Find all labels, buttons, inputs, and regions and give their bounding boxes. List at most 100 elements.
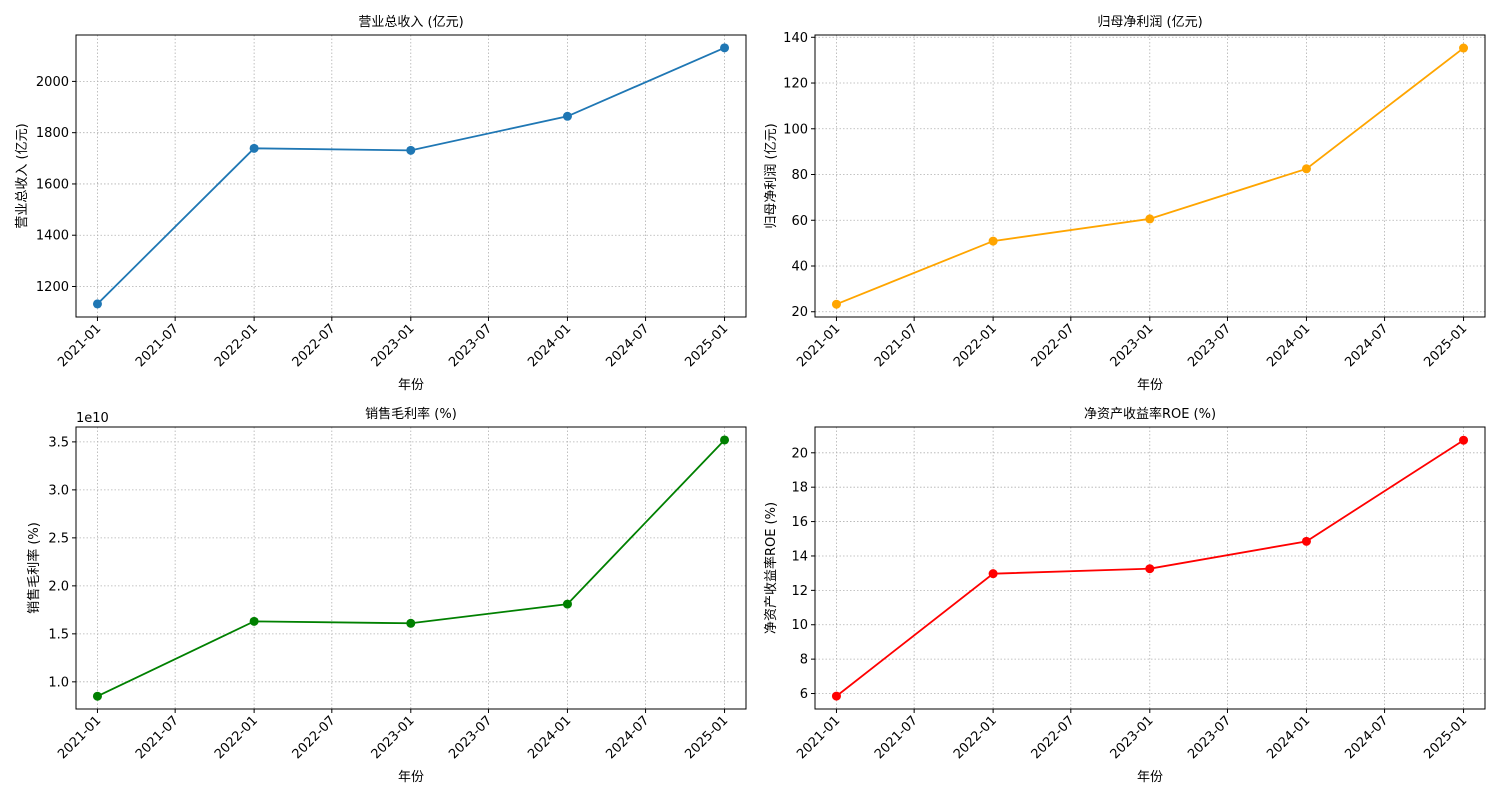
x-tick-label: 2023-07 bbox=[446, 321, 495, 370]
data-point bbox=[1145, 214, 1155, 224]
y-tick-label: 120 bbox=[783, 77, 808, 92]
data-point bbox=[406, 145, 416, 155]
x-tick-label: 2021-01 bbox=[55, 321, 104, 370]
x-axis-label: 年份 bbox=[1137, 770, 1163, 785]
data-point bbox=[1301, 164, 1311, 174]
x-tick-label: 2025-01 bbox=[682, 713, 731, 762]
data-point bbox=[562, 111, 572, 121]
x-tick-label: 2022-07 bbox=[1029, 321, 1078, 370]
y-axis-label: 净资产收益率ROE (%) bbox=[763, 502, 779, 634]
y-tick-label: 2000 bbox=[36, 75, 69, 90]
y-tick-label: 1400 bbox=[36, 229, 69, 244]
y-axis-label: 销售毛利率 (%) bbox=[26, 522, 42, 614]
data-point bbox=[720, 435, 730, 445]
y-tick-label: 3.0 bbox=[48, 483, 69, 498]
x-axis-label: 年份 bbox=[398, 378, 424, 393]
x-tick-label: 2021-01 bbox=[55, 713, 104, 762]
y-tick-label: 1600 bbox=[36, 177, 69, 192]
y-tick-label: 1.0 bbox=[48, 675, 69, 690]
y-tick-label: 60 bbox=[791, 214, 808, 229]
data-point bbox=[92, 691, 102, 701]
data-point bbox=[831, 691, 841, 701]
data-point bbox=[831, 299, 841, 309]
y-tick-label: 10 bbox=[791, 618, 808, 633]
y-tick-label: 1.5 bbox=[48, 627, 69, 642]
data-point bbox=[562, 599, 572, 609]
data-point bbox=[1301, 536, 1311, 546]
x-tick-label: 2023-07 bbox=[446, 713, 495, 762]
y-tick-label: 20 bbox=[791, 305, 808, 320]
chart-panel-1: 2021-01 2021-07 2022-01 2022-07 2023-01 2023-… bbox=[15, 15, 747, 393]
x-tick-label: 2022-01 bbox=[212, 713, 261, 762]
x-tick-label: 2025-01 bbox=[1421, 321, 1470, 370]
x-tick-label: 2025-01 bbox=[682, 321, 731, 370]
data-point bbox=[988, 569, 998, 579]
chart-panel-4: 2021-01 2021-07 2022-01 2022-07 2023-01 2023-… bbox=[763, 406, 1486, 785]
y-tick-label: 8 bbox=[800, 653, 808, 668]
x-tick-label: 2022-01 bbox=[951, 321, 1000, 370]
y-axis-label: 营业总收入 (亿元) bbox=[15, 123, 30, 228]
y-tick-label: 1200 bbox=[36, 280, 69, 295]
y-tick-label: 2.5 bbox=[48, 531, 69, 546]
x-tick-label: 2025-01 bbox=[1421, 713, 1470, 762]
x-tick-label: 2024-01 bbox=[525, 713, 574, 762]
x-tick-label: 2022-01 bbox=[951, 713, 1000, 762]
y-offset-label: 1e10 bbox=[76, 411, 109, 426]
data-point bbox=[720, 43, 730, 53]
x-tick-label: 2023-01 bbox=[1108, 321, 1157, 370]
y-tick-label: 140 bbox=[783, 31, 808, 46]
x-tick-label: 2022-01 bbox=[212, 321, 261, 370]
y-tick-label: 80 bbox=[791, 168, 808, 183]
y-tick-label: 12 bbox=[791, 584, 808, 599]
data-point bbox=[249, 143, 259, 153]
x-tick-label: 2022-07 bbox=[1029, 713, 1078, 762]
x-tick-label: 2023-07 bbox=[1185, 321, 1234, 370]
x-tick-label: 2021-07 bbox=[872, 321, 921, 370]
y-tick-label: 1800 bbox=[36, 126, 69, 141]
y-tick-label: 18 bbox=[791, 481, 808, 496]
y-tick-label: 40 bbox=[791, 259, 808, 274]
x-tick-label: 2021-01 bbox=[794, 713, 843, 762]
x-tick-label: 2021-07 bbox=[872, 713, 921, 762]
data-point bbox=[1459, 435, 1469, 445]
chart-title: 营业总收入 (亿元) bbox=[358, 15, 463, 30]
data-point bbox=[1145, 564, 1155, 574]
x-axis-label: 年份 bbox=[398, 770, 424, 785]
data-point bbox=[92, 299, 102, 309]
x-tick-label: 2024-01 bbox=[525, 321, 574, 370]
chart-title: 净资产收益率ROE (%) bbox=[1084, 406, 1216, 422]
x-tick-label: 2024-07 bbox=[1342, 713, 1391, 762]
chart-panel-3: 2021-01 2021-07 2022-01 2022-07 2023-01 2023-… bbox=[26, 406, 747, 785]
x-tick-label: 2023-07 bbox=[1185, 713, 1234, 762]
y-tick-label: 2.0 bbox=[48, 579, 69, 594]
y-tick-label: 14 bbox=[791, 549, 808, 564]
x-axis-label: 年份 bbox=[1137, 378, 1163, 393]
x-tick-label: 2023-01 bbox=[369, 321, 418, 370]
x-tick-label: 2023-01 bbox=[1108, 713, 1157, 762]
x-tick-label: 2021-07 bbox=[133, 713, 182, 762]
y-tick-label: 20 bbox=[791, 446, 808, 461]
chart-title: 销售毛利率 (%) bbox=[365, 406, 457, 422]
x-tick-label: 2024-07 bbox=[1342, 321, 1391, 370]
x-tick-label: 2024-07 bbox=[603, 321, 652, 370]
x-tick-label: 2024-07 bbox=[603, 713, 652, 762]
x-tick-label: 2021-01 bbox=[794, 321, 843, 370]
data-point bbox=[988, 236, 998, 246]
x-tick-label: 2024-01 bbox=[1264, 713, 1313, 762]
y-tick-label: 6 bbox=[800, 687, 808, 702]
chart-panel-2: 2021-01 2021-07 2022-01 2022-07 2023-01 2023-… bbox=[764, 15, 1486, 393]
data-point bbox=[406, 618, 416, 628]
chart-title: 归母净利润 (亿元) bbox=[1097, 15, 1202, 30]
y-tick-label: 3.5 bbox=[48, 435, 69, 450]
data-point bbox=[1459, 43, 1469, 53]
x-tick-label: 2024-01 bbox=[1264, 321, 1313, 370]
x-tick-label: 2022-07 bbox=[290, 713, 339, 762]
y-axis-label: 归母净利润 (亿元) bbox=[764, 123, 779, 228]
data-point bbox=[249, 616, 259, 626]
y-tick-label: 100 bbox=[783, 122, 808, 137]
y-tick-label: 16 bbox=[791, 515, 808, 530]
x-tick-label: 2023-01 bbox=[369, 713, 418, 762]
x-tick-label: 2022-07 bbox=[290, 321, 339, 370]
x-tick-label: 2021-07 bbox=[133, 321, 182, 370]
